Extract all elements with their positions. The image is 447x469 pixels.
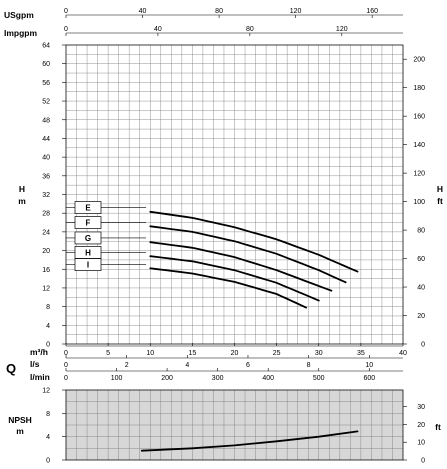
npsh-frame [65,389,404,461]
y-tick-label: 40 [42,155,50,162]
scale-tick-label: 10 [146,350,154,357]
y-tick-label: 56 [42,80,50,87]
scale-tick-label: 0 [64,26,68,33]
npsh-curve [140,430,359,452]
y-tick-label: 8 [46,304,50,311]
y-tick-label: 0 [46,342,50,349]
y-right-tick-label: 100 [413,199,425,206]
y-tick-label: 52 [42,99,50,106]
y-right-tick-label: 10 [417,440,425,447]
y-right-tick-label: 140 [413,142,425,149]
scale-label: USgpm [4,10,34,20]
curve-e [149,210,359,273]
y-tick-label: 32 [42,192,50,199]
curve-label-g: G [85,234,91,243]
scale-tick-label: 40 [399,350,407,357]
scale-tick-label: 0 [64,375,68,382]
y-tick-label: 16 [42,267,50,274]
scale-tick-label: 8 [307,362,311,369]
scale-label: l/s [30,359,40,369]
y-right-tick-label: 20 [417,422,425,429]
scale-tick-label: 160 [366,8,378,15]
npsh-plot: 0 4 8 12 0 10 20 30 NPSH m ft [8,388,441,465]
y-tick-label: 12 [42,388,50,395]
y-right-tick-label: 20 [417,313,425,320]
y-tick-label: 44 [42,136,50,143]
scale-label: Impgpm [4,28,37,38]
curve-i [149,267,307,309]
curve-label-f: F [86,219,91,228]
npsh-right-axis-title: ft [435,422,441,432]
y-right-tick-label: 0 [421,458,425,465]
scale-tick-label: 15 [188,350,196,357]
y-right-tick-label: 0 [421,342,425,349]
y-tick-label: 4 [46,434,50,441]
scale-tick-label: 6 [246,362,250,369]
scale-tick-label: 20 [231,350,239,357]
scale-tick-label: 120 [290,8,302,15]
scale-tick-label: 40 [154,26,162,33]
curve-label-i: I [87,261,89,270]
scale-tick-label: 2 [125,362,129,369]
y-tick-label: 20 [42,248,50,255]
y-tick-label: 60 [42,61,50,68]
y-tick-label: 12 [42,285,50,292]
npsh-axis-title: NPSH m [8,415,32,436]
y-tick-label: 24 [42,229,50,236]
x-axis-title: Q [6,361,16,376]
scale-tick-label: 0 [64,350,68,357]
scale-tick-label: 500 [313,375,325,382]
curve-label-h: H [85,248,91,257]
scale-tick-label: 5 [106,350,110,357]
y-right-tick-label: 200 [413,57,425,64]
y-tick-label: 64 [42,43,50,50]
curve-h [149,255,320,302]
y-right-tick-label: 30 [417,404,425,411]
bottom-flow-scales: m³/h 0 5 10 15 20 25 30 35 40l/s 0 2 4 6 8 10l/min 0 100 2… [6,343,407,382]
scale-tick-label: 0 [64,8,68,15]
y-tick-label: 4 [46,323,50,330]
head-curve-plot: 0481216202428323640444852566064020406080… [18,43,443,349]
scale-tick-label: 600 [363,375,375,382]
scale-label: l/min [30,372,50,382]
scale-tick-label: 200 [161,375,173,382]
y-right-tick-label: 60 [417,256,425,263]
y-right-tick-label: 40 [417,285,425,292]
y-tick-label: 0 [46,458,50,465]
curve-g [149,241,333,292]
curve-label-e: E [85,204,91,213]
y-tick-label: 36 [42,173,50,180]
scale-tick-label: 100 [111,375,123,382]
scale-tick-label: 400 [262,375,274,382]
scale-tick-label: 30 [315,350,323,357]
scale-tick-label: 10 [365,362,373,369]
scale-tick-label: 40 [139,8,147,15]
y-tick-label: 28 [42,211,50,218]
scale-tick-label: 300 [212,375,224,382]
y-right-tick-label: 180 [413,85,425,92]
scale-label: m³/h [30,347,48,357]
curve-f [149,225,347,284]
y-right-tick-label: 120 [413,171,425,178]
y-right-tick-label: 80 [417,228,425,235]
scale-tick-label: 80 [246,26,254,33]
scale-tick-label: 4 [185,362,189,369]
scale-tick-label: 80 [215,8,223,15]
scale-tick-label: 35 [357,350,365,357]
y-tick-label: 8 [46,411,50,418]
scale-tick-label: 25 [273,350,281,357]
scale-tick-label: 120 [336,26,348,33]
scale-tick-label: 0 [64,362,68,369]
y-right-tick-label: 160 [413,114,425,121]
top-flow-scales: USgpm 0 40 80 120 160 Impgpm 0 40 80 120 [4,8,403,38]
y-tick-label: 48 [42,117,50,124]
